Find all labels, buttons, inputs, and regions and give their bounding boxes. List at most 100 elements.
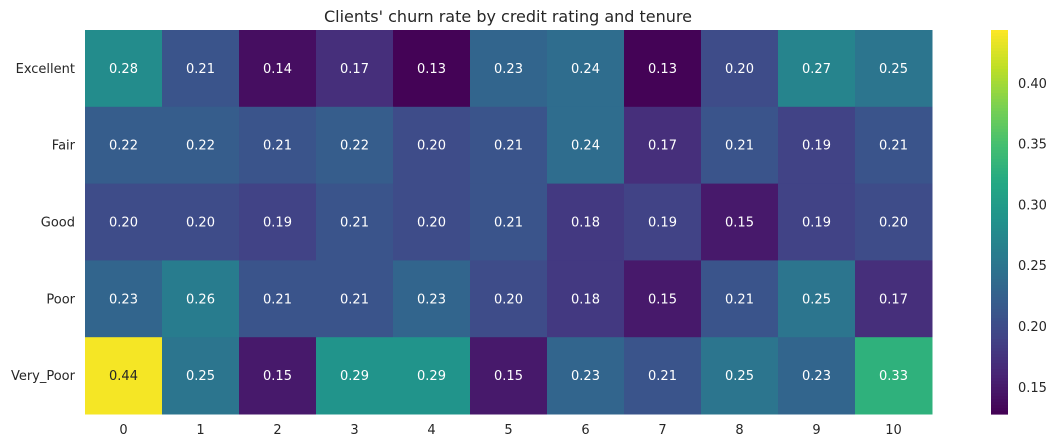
colorbar-segment <box>991 240 1008 244</box>
colorbar-segment <box>991 312 1008 316</box>
heatmap-cell-Good-4 <box>393 183 471 261</box>
colorbar-tick-label-0.30: 0.30 <box>1018 198 1047 213</box>
heatmap-cell-Fair-5 <box>470 106 548 185</box>
colorbar-segment <box>991 288 1008 292</box>
colorbar-segment <box>991 123 1008 127</box>
colorbar-segment <box>991 147 1008 151</box>
cell-value-label-Poor-4: 0.23 <box>417 292 446 307</box>
colorbar-segment <box>991 237 1008 241</box>
colorbar-segment <box>991 243 1008 247</box>
cell-value-label-Good-5: 0.21 <box>494 216 523 231</box>
heatmap-cell-Excellent-0 <box>85 30 163 108</box>
cell-value-label-Excellent-6: 0.24 <box>571 62 600 77</box>
heatmap-cell-Fair-2 <box>239 106 317 185</box>
cell-value-label-Poor-8: 0.21 <box>725 292 754 307</box>
colorbar-tick-label-0.15: 0.15 <box>1018 381 1047 396</box>
heatmap-cell-Poor-0 <box>85 260 163 338</box>
colorbar-segment <box>991 303 1008 307</box>
colorbar-segment <box>991 357 1008 361</box>
colorbar-segment <box>991 81 1008 85</box>
colorbar-segment <box>991 294 1008 298</box>
colorbar-segment <box>991 144 1008 148</box>
colorbar-segment <box>991 297 1008 301</box>
colorbar-segment <box>991 72 1008 76</box>
x-tick-label-4: 4 <box>427 423 435 438</box>
heatmap-cell-Good-7 <box>624 183 702 261</box>
colorbar-segment <box>991 330 1008 334</box>
cell-value-label-Excellent-3: 0.17 <box>340 62 369 77</box>
colorbar-segment <box>991 324 1008 328</box>
cell-value-label-Very_Poor-8: 0.25 <box>725 369 754 384</box>
colorbar-segment <box>991 96 1008 100</box>
cell-value-label-Very_Poor-7: 0.21 <box>648 369 677 384</box>
colorbar-tick-label-0.25: 0.25 <box>1018 259 1047 274</box>
heatmap-cell-labels: 0.28 0.21 0.14 0.17 0.13 0.23 0.24 0.13 0.20 0.27… <box>109 62 908 384</box>
heatmap-cell-Poor-3 <box>316 260 394 338</box>
colorbar-segment <box>991 201 1008 205</box>
colorbar-segment <box>991 207 1008 211</box>
colorbar-segment <box>991 39 1008 43</box>
heatmap-cell-Fair-3 <box>316 106 394 185</box>
chart-title: Clients' churn rate by credit rating and… <box>324 7 692 26</box>
cell-value-label-Fair-8: 0.21 <box>725 139 754 154</box>
colorbar-segment <box>991 63 1008 67</box>
colorbar-segment <box>991 336 1008 340</box>
colorbar-segment <box>991 225 1008 229</box>
cell-value-label-Excellent-8: 0.20 <box>725 62 754 77</box>
cell-value-label-Very_Poor-1: 0.25 <box>186 369 215 384</box>
colorbar-segment <box>991 402 1008 406</box>
cell-value-label-Poor-10: 0.17 <box>879 292 908 307</box>
colorbar-segment <box>991 66 1008 70</box>
colorbar-segment <box>991 273 1008 277</box>
colorbar-segment <box>991 381 1008 385</box>
colorbar-segment <box>991 375 1008 379</box>
colorbar-segment <box>991 306 1008 310</box>
heatmap-cell-Good-0 <box>85 183 163 261</box>
heatmap-cell-Excellent-4 <box>393 30 471 108</box>
colorbar-segment <box>991 204 1008 208</box>
colorbar-segment <box>991 48 1008 52</box>
colorbar-segment <box>991 171 1008 175</box>
colorbar-segment <box>991 342 1008 346</box>
heatmap-cell-Excellent-2 <box>239 30 317 108</box>
heatmap-cell-Good-8 <box>701 183 779 261</box>
colorbar-segment <box>991 198 1008 202</box>
cell-value-label-Poor-7: 0.15 <box>648 292 677 307</box>
cell-value-label-Poor-9: 0.25 <box>802 292 831 307</box>
heatmap-cell-Excellent-10 <box>855 30 933 108</box>
colorbar-segment <box>991 30 1008 34</box>
colorbar-segment <box>991 249 1008 253</box>
colorbar-segment <box>991 102 1008 106</box>
x-tick-label-2: 2 <box>273 423 281 438</box>
colorbar-segment <box>991 210 1008 214</box>
heatmap-cell-Poor-5 <box>470 260 548 338</box>
colorbar-segment <box>991 378 1008 382</box>
heatmap-cell-Fair-0 <box>85 106 163 185</box>
colorbar-segment <box>991 345 1008 349</box>
colorbar-segment <box>991 150 1008 154</box>
y-tick-label-Good: Good <box>41 216 75 231</box>
heatmap-cell-Fair-8 <box>701 106 779 185</box>
x-tick-label-5: 5 <box>504 423 512 438</box>
cell-value-label-Excellent-10: 0.25 <box>879 62 908 77</box>
colorbar-segment <box>991 279 1008 283</box>
cell-value-label-Very_Poor-9: 0.23 <box>802 369 831 384</box>
cell-value-label-Fair-0: 0.22 <box>109 139 138 154</box>
cell-value-label-Excellent-1: 0.21 <box>186 62 215 77</box>
cell-value-label-Very_Poor-10: 0.33 <box>879 369 908 384</box>
colorbar-segment <box>991 228 1008 232</box>
x-tick-label-10: 10 <box>885 423 902 438</box>
colorbar-segment <box>991 300 1008 304</box>
cell-value-label-Fair-9: 0.19 <box>802 139 831 154</box>
heatmap-cell-Very_Poor-7 <box>624 337 702 415</box>
colorbar-segment <box>991 99 1008 103</box>
colorbar-segment <box>991 213 1008 217</box>
colorbar-segment <box>991 408 1008 412</box>
heatmap-cell-Fair-1 <box>162 106 240 185</box>
colorbar-segment <box>991 177 1008 181</box>
colorbar-segment <box>991 231 1008 235</box>
colorbar-segment <box>991 216 1008 220</box>
colorbar-segment <box>991 45 1008 49</box>
x-tick-label-9: 9 <box>812 423 820 438</box>
heatmap-cell-Very_Poor-9 <box>778 337 856 415</box>
